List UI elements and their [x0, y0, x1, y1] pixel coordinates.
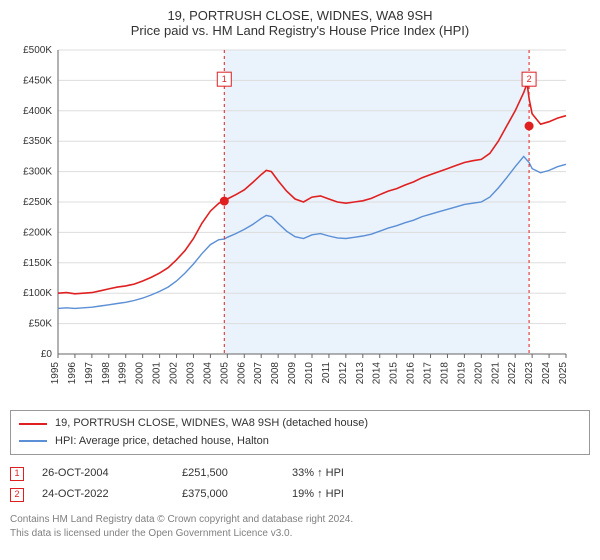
svg-text:2018: 2018	[439, 362, 450, 385]
sale-price: £251,500	[182, 463, 292, 484]
sales-table: 1 26-OCT-2004£251,50033% ↑ HPI 2 24-OCT-202…	[10, 463, 590, 505]
svg-text:£150K: £150K	[23, 258, 52, 269]
legend: 19, PORTRUSH CLOSE, WIDNES, WA8 9SH (det…	[10, 410, 590, 455]
svg-text:2: 2	[527, 74, 532, 84]
svg-text:1: 1	[222, 74, 227, 84]
sale-marker-icon: 1	[10, 467, 24, 481]
footer-line-2: This data is licensed under the Open Gov…	[10, 527, 590, 541]
svg-text:2013: 2013	[355, 362, 366, 385]
svg-text:2000: 2000	[135, 362, 146, 385]
footer-line-1: Contains HM Land Registry data © Crown c…	[10, 513, 590, 527]
svg-text:1999: 1999	[118, 362, 129, 385]
svg-text:1997: 1997	[84, 362, 95, 385]
svg-text:2011: 2011	[321, 362, 332, 384]
svg-text:2019: 2019	[456, 362, 467, 385]
sale-date: 24-OCT-2022	[42, 484, 182, 505]
sale-dot-2	[525, 122, 534, 131]
sale-delta: 19% ↑ HPI	[292, 484, 412, 505]
svg-text:2009: 2009	[287, 362, 298, 385]
legend-item-1: HPI: Average price, detached house, Halt…	[19, 433, 581, 451]
title-subtitle: Price paid vs. HM Land Registry's House …	[10, 23, 590, 38]
svg-text:2014: 2014	[372, 362, 383, 385]
svg-text:2023: 2023	[524, 362, 535, 385]
svg-text:£400K: £400K	[23, 106, 52, 117]
svg-text:2016: 2016	[406, 362, 417, 385]
svg-text:2024: 2024	[541, 362, 552, 385]
sale-dot-1	[220, 197, 229, 206]
legend-swatch	[19, 440, 47, 442]
price-vs-hpi-chart: £0 £50K £100K £150K £200K £250K £300K £350K £400…	[10, 44, 570, 404]
svg-text:2021: 2021	[490, 362, 501, 385]
svg-text:2025: 2025	[558, 362, 569, 385]
svg-text:2001: 2001	[152, 362, 163, 385]
svg-text:£200K: £200K	[23, 227, 52, 238]
sale-price: £375,000	[182, 484, 292, 505]
svg-text:£450K: £450K	[23, 75, 52, 86]
legend-label: HPI: Average price, detached house, Halt…	[55, 433, 269, 451]
svg-text:£100K: £100K	[23, 288, 52, 299]
sale-row-2: 2 24-OCT-2022£375,00019% ↑ HPI	[10, 484, 590, 505]
footer-attribution: Contains HM Land Registry data © Crown c…	[10, 513, 590, 541]
svg-text:2012: 2012	[338, 362, 349, 385]
svg-text:2008: 2008	[270, 362, 281, 385]
svg-text:£500K: £500K	[23, 45, 52, 56]
legend-swatch	[19, 423, 47, 425]
svg-text:2010: 2010	[304, 362, 315, 385]
sale-marker-icon: 2	[10, 488, 24, 502]
svg-text:2004: 2004	[202, 362, 213, 385]
svg-text:£300K: £300K	[23, 167, 52, 178]
svg-text:£50K: £50K	[29, 319, 53, 330]
svg-text:1998: 1998	[101, 362, 112, 385]
svg-text:£350K: £350K	[23, 136, 52, 147]
sale-date: 26-OCT-2004	[42, 463, 182, 484]
sale-delta: 33% ↑ HPI	[292, 463, 412, 484]
svg-text:2015: 2015	[389, 362, 400, 385]
svg-text:2005: 2005	[219, 362, 230, 385]
sale-row-1: 1 26-OCT-2004£251,50033% ↑ HPI	[10, 463, 590, 484]
legend-item-0: 19, PORTRUSH CLOSE, WIDNES, WA8 9SH (det…	[19, 415, 581, 433]
chart-container: 19, PORTRUSH CLOSE, WIDNES, WA8 9SH Pric…	[0, 0, 600, 551]
svg-text:2003: 2003	[185, 362, 196, 385]
svg-text:1995: 1995	[50, 362, 61, 385]
svg-text:2006: 2006	[236, 362, 247, 385]
svg-text:1996: 1996	[67, 362, 78, 385]
svg-text:2022: 2022	[507, 362, 518, 385]
legend-label: 19, PORTRUSH CLOSE, WIDNES, WA8 9SH (det…	[55, 415, 368, 433]
svg-text:£250K: £250K	[23, 197, 52, 208]
svg-text:2007: 2007	[253, 362, 264, 385]
svg-text:2002: 2002	[169, 362, 180, 385]
svg-text:£0: £0	[41, 349, 53, 360]
title-address: 19, PORTRUSH CLOSE, WIDNES, WA8 9SH	[10, 8, 590, 23]
svg-text:2017: 2017	[423, 362, 434, 385]
svg-text:2020: 2020	[473, 362, 484, 385]
